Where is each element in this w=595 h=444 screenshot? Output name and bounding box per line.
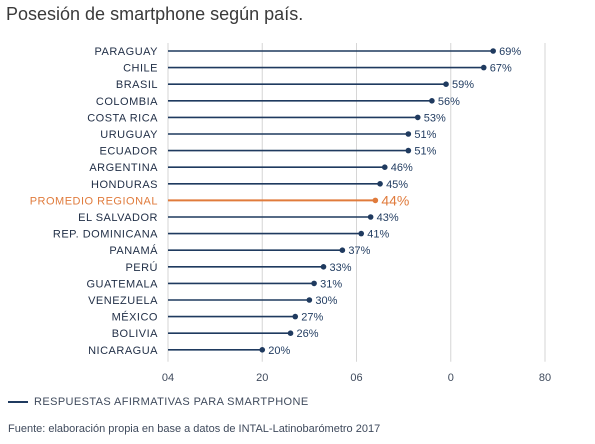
category-label: PANAMÁ — [109, 244, 158, 257]
value-label: 33% — [330, 262, 352, 274]
category-label: PARAGUAY — [95, 46, 159, 58]
x-tick-label: 20 — [256, 372, 268, 384]
value-label: 56% — [438, 96, 460, 108]
bar-end-dot — [405, 147, 412, 154]
category-label: REP. DOMINICANA — [53, 229, 158, 241]
value-label: 41% — [367, 229, 389, 241]
legend-swatch — [8, 401, 28, 403]
category-label: BRASIL — [116, 79, 158, 91]
value-label: 27% — [301, 312, 323, 324]
bar-end-dot — [259, 347, 266, 353]
bar-end-dot — [377, 181, 383, 187]
x-tick-label: 04 — [162, 372, 174, 384]
category-label: ECUADOR — [99, 146, 158, 158]
x-tick-label: 80 — [539, 372, 551, 384]
value-label: 31% — [320, 278, 342, 290]
value-label: 59% — [452, 79, 474, 91]
category-label: BOLIVIA — [112, 328, 158, 340]
category-label: MÉXICO — [112, 311, 158, 324]
value-label: 37% — [348, 245, 370, 257]
bar-end-dot — [367, 214, 374, 220]
bar-end-dot — [372, 197, 379, 204]
category-label: VENEZUELA — [88, 295, 158, 307]
category-label: PROMEDIO REGIONAL — [30, 195, 158, 207]
value-label: 20% — [268, 345, 290, 357]
chart-title: Posesión de smartphone según país. — [6, 4, 304, 24]
source-note: Fuente: elaboración propia en base a dat… — [8, 423, 381, 435]
category-label: HONDURAS — [91, 179, 158, 191]
category-label: ARGENTINA — [89, 162, 158, 174]
bar-end-dot — [306, 297, 313, 303]
legend-label: RESPUESTAS AFIRMATIVAS PARA SMARTPHONE — [34, 396, 309, 408]
legend: RESPUESTAS AFIRMATIVAS PARA SMARTPHONE — [8, 396, 309, 408]
value-label: 67% — [490, 63, 512, 75]
bar-end-dot — [287, 330, 294, 337]
value-label: 53% — [424, 112, 446, 124]
bar-end-dot — [490, 48, 496, 54]
bar-end-dot — [292, 313, 299, 320]
bar-end-dot — [320, 264, 327, 270]
category-label: EL SALVADOR — [78, 212, 158, 224]
bar-end-dot — [405, 131, 412, 137]
value-label: 46% — [391, 162, 413, 174]
value-label: 44% — [381, 192, 409, 208]
bar-end-dot — [429, 98, 435, 104]
category-label: PERÚ — [125, 261, 158, 274]
value-label: 69% — [499, 46, 521, 58]
bar-chart: 04 20 06 0 80 PARAGUAY 69% CHILE 67% BRASIL 59% COL… — [30, 43, 551, 384]
value-label: 26% — [297, 328, 319, 340]
bar-end-dot — [339, 247, 346, 253]
category-label: COSTA RICA — [87, 112, 158, 124]
bar-end-dot — [443, 81, 449, 87]
category-label: COLOMBIA — [96, 96, 158, 108]
value-label: 45% — [386, 179, 408, 191]
bar-end-dot — [381, 164, 388, 170]
x-tick-label: 0 — [448, 372, 454, 384]
bar-end-dot — [414, 114, 421, 121]
bar-end-dot — [358, 230, 365, 237]
x-tick-label: 06 — [350, 372, 362, 384]
value-label: 51% — [414, 146, 436, 158]
category-label: GUATEMALA — [86, 278, 158, 290]
value-label: 30% — [315, 295, 337, 307]
value-label: 43% — [377, 212, 399, 224]
bar-end-dot — [311, 280, 317, 287]
category-label: CHILE — [123, 63, 158, 75]
bar-end-dot — [480, 64, 487, 71]
category-label: URUGUAY — [100, 129, 158, 141]
category-label: NICARAGUA — [88, 345, 158, 357]
value-label: 51% — [414, 129, 436, 141]
